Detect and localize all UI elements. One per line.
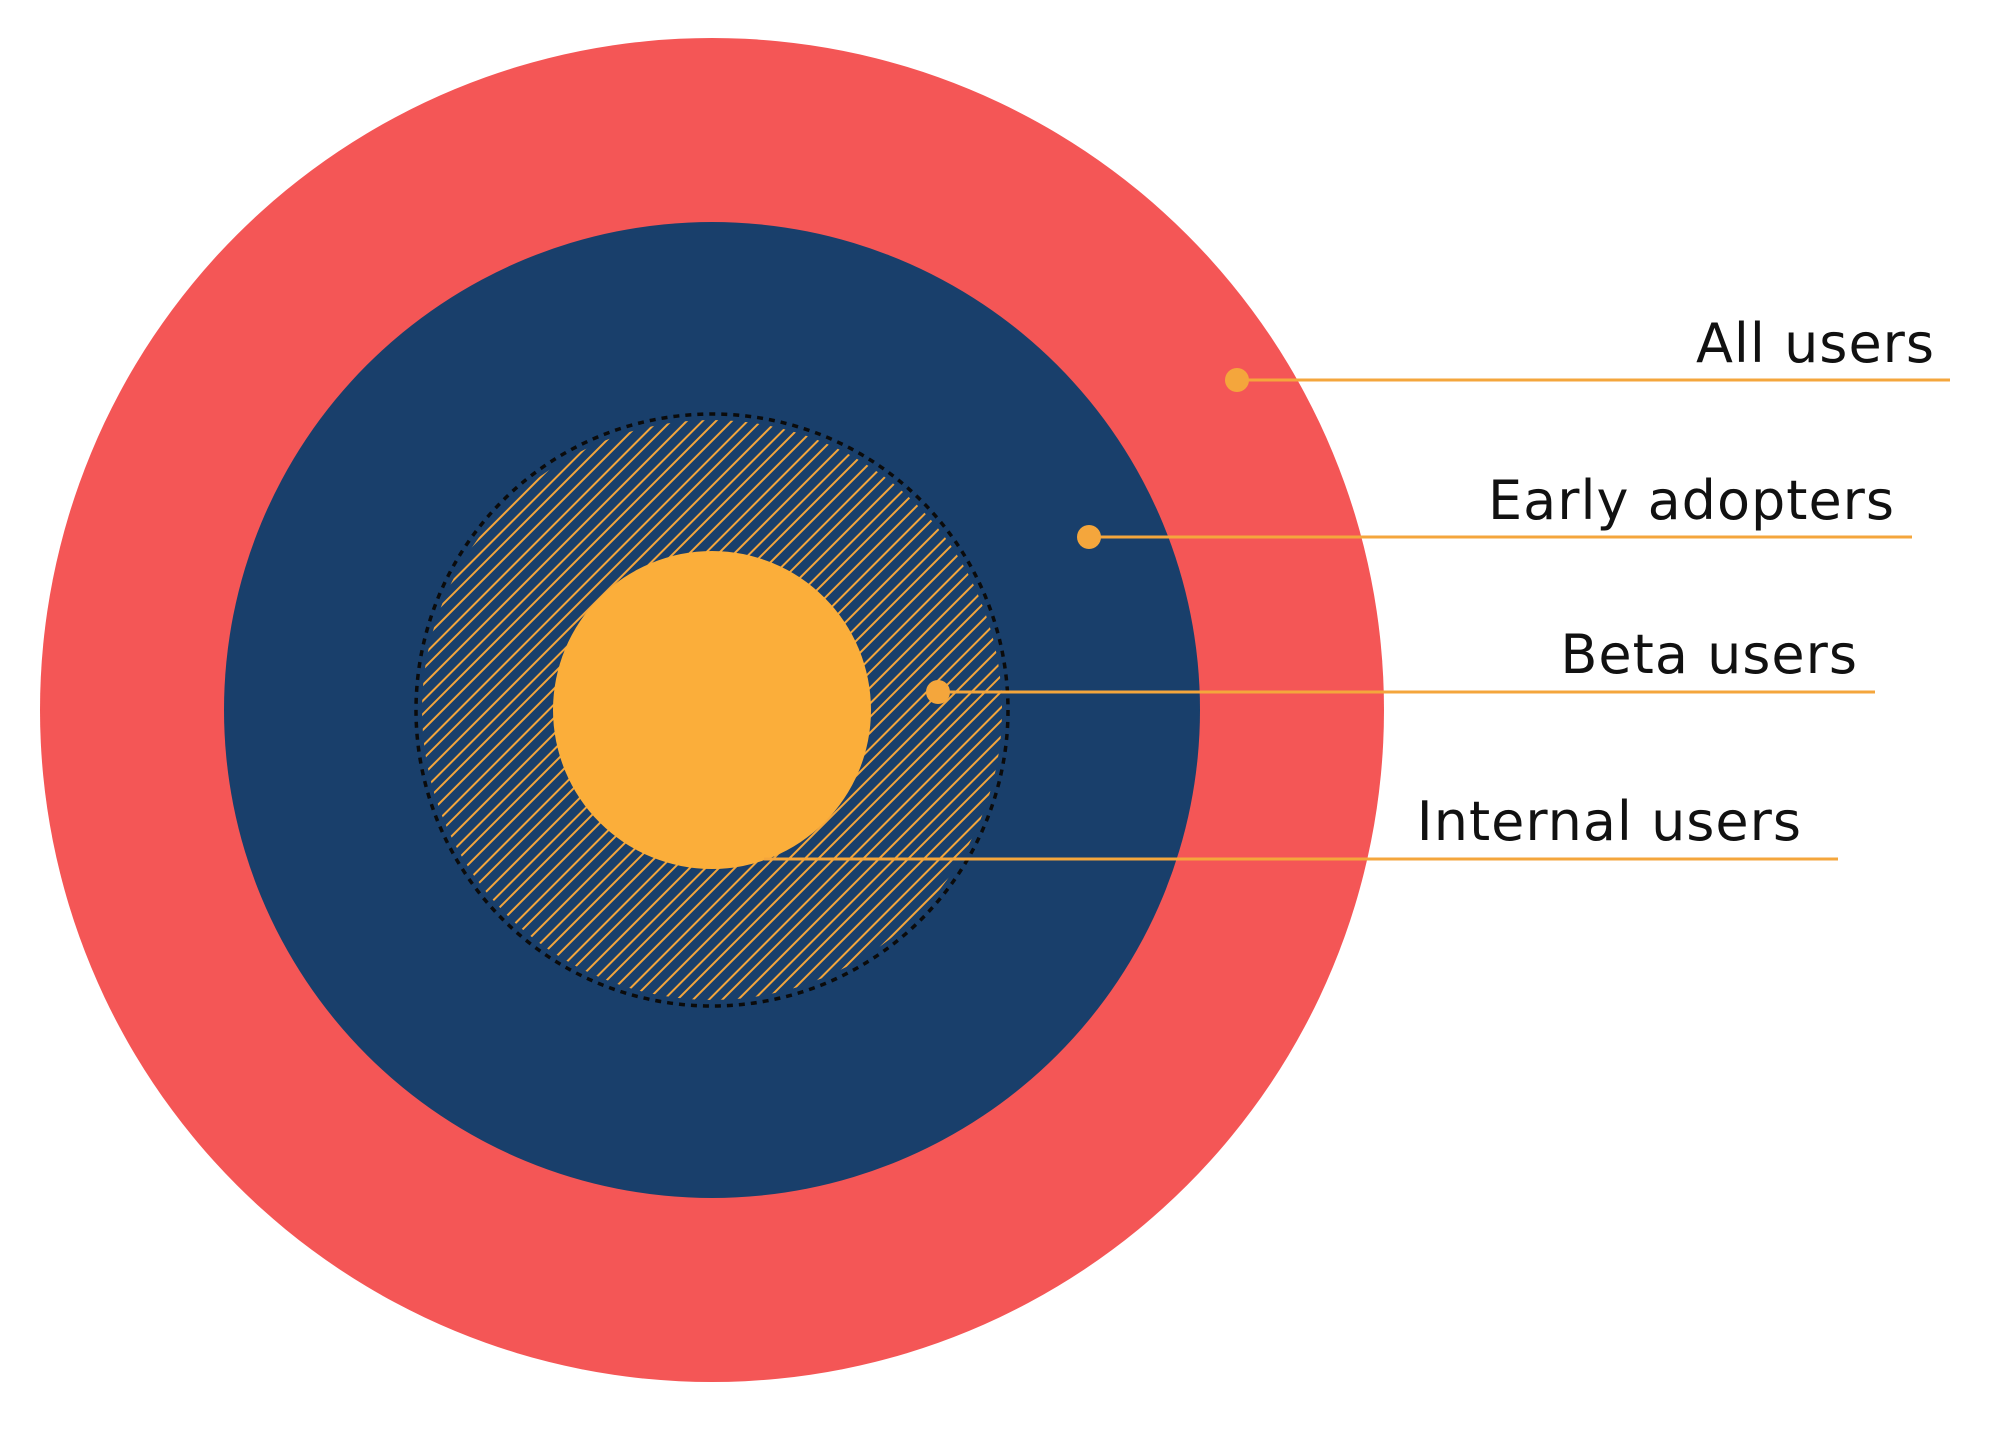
hatch-line [422, 420, 625, 1000]
hatch-line [727, 420, 1002, 1000]
hatch-line [422, 420, 773, 1000]
hatch-line [422, 420, 728, 1000]
hatch-line [422, 420, 699, 1000]
hatch-line [422, 420, 744, 1000]
hatch-line [801, 420, 1002, 1000]
hatch-line [422, 420, 715, 1000]
hatch-line [652, 420, 1002, 1000]
hatch-line [576, 420, 1002, 1000]
hatch-line [711, 420, 1002, 1000]
beta-users-marker-dot [926, 680, 950, 704]
hatch-line [756, 420, 1002, 1000]
hatch-line [787, 420, 1002, 1000]
hatch-line [637, 420, 1002, 1000]
hatch-line [666, 420, 1002, 1000]
internal-users-core [553, 551, 871, 869]
hatch-line [422, 420, 670, 1000]
hatch-line [742, 420, 1002, 1000]
hatch-line [422, 420, 789, 1000]
hatch-line [422, 420, 818, 1000]
hatch-line [422, 420, 609, 1000]
hatch-line [422, 420, 760, 1000]
all-users-marker-dot [1225, 368, 1249, 392]
hatch-line [592, 420, 1002, 1000]
hatch-line [422, 420, 850, 1000]
beta-users-label: Beta users [1560, 623, 1858, 686]
beta-users-dashed-border [414, 412, 1010, 1008]
early-adopters-label: Early adopters [1488, 469, 1895, 532]
hatch-line [422, 420, 683, 1000]
internal-users-label: Internal users [1417, 790, 1802, 853]
hatch-line [621, 420, 1002, 1000]
hatch-line [607, 420, 1002, 1000]
early-adopters-marker-dot [1077, 525, 1101, 549]
hatch-line [422, 420, 654, 1000]
hatch-line [682, 420, 1002, 1000]
hatch-line [697, 420, 1002, 1000]
hatch-line [772, 420, 1002, 1000]
all-users-label: All users [1696, 312, 1935, 375]
hatch-line [422, 420, 834, 1000]
hatch-line [817, 420, 1002, 1000]
hatch-line [422, 420, 805, 1000]
hatch-line [422, 420, 638, 1000]
